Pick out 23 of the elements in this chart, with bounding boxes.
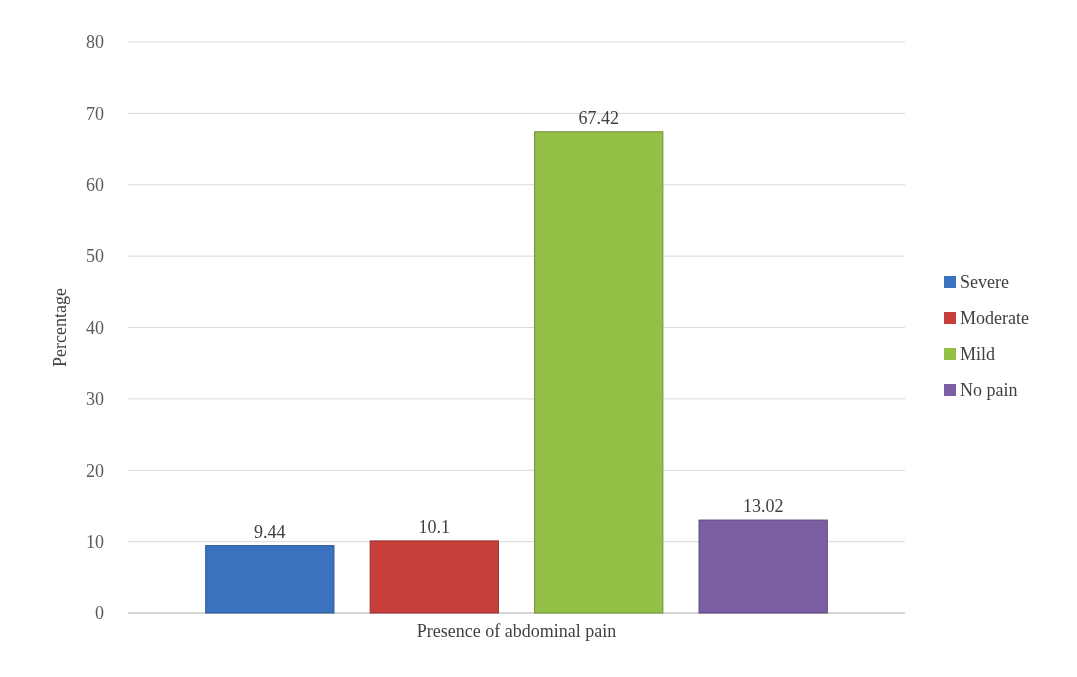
data-label: 13.02 <box>742 496 784 517</box>
x-tick-label: Presence of abdominal pain <box>416 621 617 641</box>
y-tick-label: 80 <box>86 32 104 53</box>
y-tick-label: 30 <box>86 389 104 410</box>
y-tick-label: 50 <box>86 246 104 267</box>
bar <box>369 540 499 614</box>
y-tick-label: 40 <box>86 317 104 338</box>
bar <box>698 519 828 614</box>
legend-label: Severe <box>960 272 1009 293</box>
y-tick-label: 0 <box>95 603 104 624</box>
data-label: 67.42 <box>578 107 619 128</box>
legend-label: Mild <box>960 344 996 365</box>
y-axis-title: Percentage <box>50 288 70 367</box>
bar <box>534 131 664 614</box>
legend-label: No pain <box>960 380 1018 401</box>
y-tick-label: 60 <box>86 175 104 196</box>
bar <box>205 545 335 614</box>
data-label: 10.1 <box>418 516 451 537</box>
data-label: 9.44 <box>254 521 286 542</box>
y-tick-label: 10 <box>86 531 104 552</box>
y-tick-label: 20 <box>86 460 104 481</box>
y-tick-label: 70 <box>86 103 104 124</box>
legend-label: Moderate <box>960 308 1029 329</box>
